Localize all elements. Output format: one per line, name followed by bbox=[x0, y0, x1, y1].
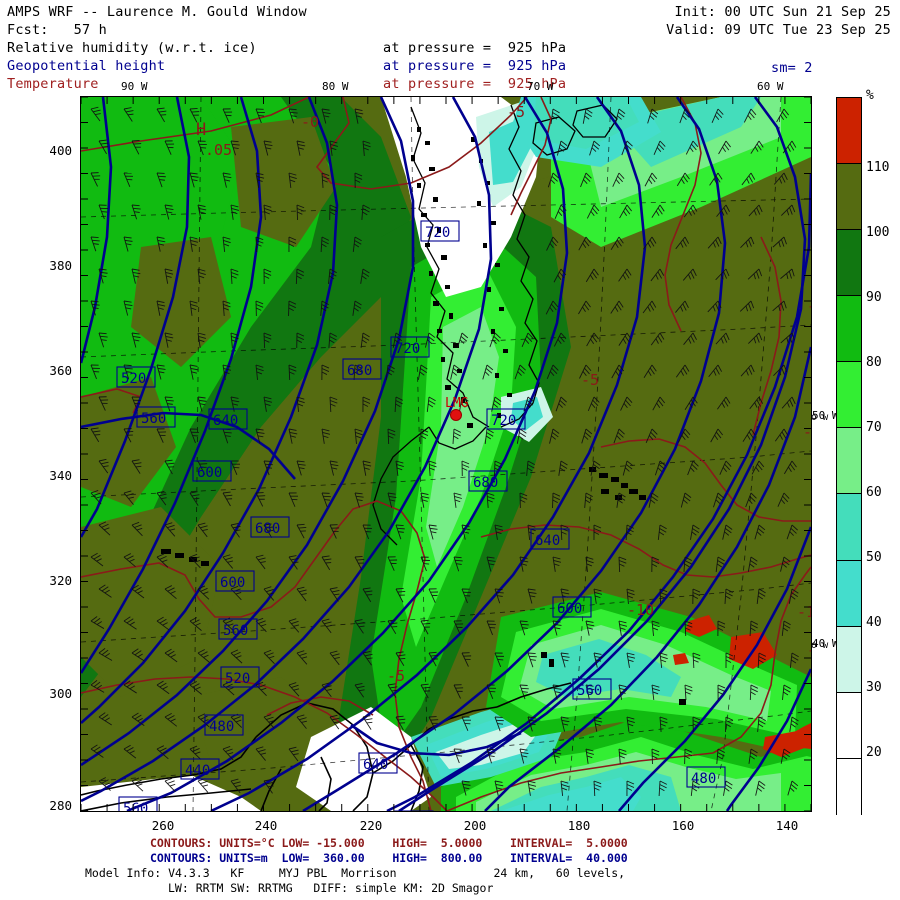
colorbar-tick-90: 90 bbox=[866, 290, 882, 305]
smoothing-label: sm= 2 bbox=[771, 60, 813, 76]
colorbar-segment bbox=[837, 560, 861, 627]
svg-text:-5: -5 bbox=[803, 423, 811, 441]
svg-text:720: 720 bbox=[425, 225, 450, 241]
svg-text:600: 600 bbox=[197, 465, 222, 481]
colorbar-tick-80: 80 bbox=[866, 355, 882, 370]
colorbar-segment bbox=[837, 296, 861, 363]
lon-label-90w: 90 W bbox=[121, 80, 148, 93]
x-axis-tick-240: 240 bbox=[254, 818, 278, 833]
svg-text:720: 720 bbox=[395, 341, 420, 357]
lon-label-60w: 60 W bbox=[757, 80, 784, 93]
colorbar-overlay-upper: o w bbox=[811, 412, 829, 423]
svg-text:-10: -10 bbox=[627, 601, 654, 619]
colorbar-segment bbox=[837, 692, 861, 759]
svg-text:LMG: LMG bbox=[445, 396, 469, 411]
pressure-level-temperature: at pressure = 925 hPa bbox=[383, 76, 567, 92]
y-axis-tick-360: 360 bbox=[49, 363, 72, 378]
svg-text:-10: -10 bbox=[797, 603, 811, 621]
x-axis-tick-160: 160 bbox=[671, 818, 695, 833]
y-axis-tick-280: 280 bbox=[49, 798, 72, 813]
svg-text:720: 720 bbox=[491, 413, 516, 429]
field-label-geopotential-height: Geopotential height bbox=[7, 58, 166, 74]
y-axis-tick-300: 300 bbox=[49, 686, 72, 701]
svg-text:480: 480 bbox=[691, 771, 716, 787]
svg-text:520: 520 bbox=[121, 371, 146, 387]
lon-label-40w: 40 W bbox=[812, 637, 839, 650]
colorbar-segment bbox=[837, 626, 861, 693]
svg-text:-5: -5 bbox=[581, 371, 599, 389]
svg-text:H: H bbox=[196, 120, 206, 140]
colorbar-segment bbox=[837, 164, 861, 231]
svg-text:680: 680 bbox=[255, 521, 280, 537]
x-axis-tick-260: 260 bbox=[151, 818, 175, 833]
y-axis-tick-400: 400 bbox=[49, 143, 72, 158]
colorbar[interactable] bbox=[836, 97, 862, 824]
valid-time: Valid: 09 UTC Tue 23 Sep 25 bbox=[666, 22, 891, 38]
colorbar-tick-40: 40 bbox=[866, 615, 882, 630]
svg-text:-0: -0 bbox=[301, 113, 319, 131]
svg-text:680: 680 bbox=[473, 475, 498, 491]
map-plot-area[interactable]: 720 720 680 520 560 640 600 680 720 680 … bbox=[80, 96, 812, 812]
svg-text:560: 560 bbox=[223, 623, 248, 639]
svg-text:-5: -5 bbox=[507, 103, 525, 121]
y-axis-tick-320: 320 bbox=[49, 573, 72, 588]
field-label-relative-humidity: Relative humidity (w.r.t. ice) bbox=[7, 40, 257, 56]
svg-text:560: 560 bbox=[123, 801, 148, 811]
svg-text:600: 600 bbox=[220, 575, 245, 591]
colorbar-tick-20: 20 bbox=[866, 745, 882, 760]
colorbar-tick-30: 30 bbox=[866, 680, 882, 695]
y-axis-tick-340: 340 bbox=[49, 468, 72, 483]
footer-contours-temperature: CONTOURS: UNITS=°C LOW= -15.000 HIGH= 5.… bbox=[150, 836, 628, 850]
page-title: AMPS WRF -- Laurence M. Gould Window bbox=[7, 4, 307, 20]
svg-text:640: 640 bbox=[535, 533, 560, 549]
chart-header: AMPS WRF -- Laurence M. Gould Window Fcs… bbox=[0, 0, 900, 98]
colorbar-tick-70: 70 bbox=[866, 420, 882, 435]
x-axis-tick-140: 140 bbox=[775, 818, 799, 833]
colorbar-segment bbox=[837, 362, 861, 429]
svg-text:-5: -5 bbox=[807, 641, 811, 659]
footer-physics-info: LW: RRTM SW: RRTMG DIFF: simple KM: 2D S… bbox=[168, 881, 494, 895]
colorbar-tick-110: 110 bbox=[866, 160, 890, 175]
lon-label-70w: 70 W bbox=[527, 80, 554, 93]
colorbar-segment bbox=[837, 98, 861, 165]
pressure-level-relative-humidity: at pressure = 925 hPa bbox=[383, 40, 567, 56]
svg-text:640: 640 bbox=[213, 413, 238, 429]
x-axis-tick-220: 220 bbox=[359, 818, 383, 833]
svg-text:600: 600 bbox=[557, 601, 582, 617]
footer-contours-geopotential: CONTOURS: UNITS=m LOW= 360.00 HIGH= 800.… bbox=[150, 851, 628, 865]
x-axis-tick-200: 200 bbox=[463, 818, 487, 833]
svg-text:520: 520 bbox=[225, 671, 250, 687]
map-canvas: 720 720 680 520 560 640 600 680 720 680 … bbox=[81, 97, 811, 811]
colorbar-tick-100: 100 bbox=[866, 225, 890, 240]
svg-text:-5: -5 bbox=[807, 297, 811, 315]
svg-text:.05: .05 bbox=[205, 141, 232, 159]
pressure-level-geopotential-height: at pressure = 925 hPa bbox=[383, 58, 567, 74]
colorbar-tick-50: 50 bbox=[866, 550, 882, 565]
svg-text:440: 440 bbox=[185, 763, 210, 779]
colorbar-segment bbox=[837, 494, 861, 561]
forecast-hour: Fcst: 57 h bbox=[7, 22, 107, 38]
y-axis-tick-380: 380 bbox=[49, 258, 72, 273]
station-marker-lmg: LMG bbox=[445, 396, 469, 421]
colorbar-segment bbox=[837, 428, 861, 495]
colorbar-unit-label: % bbox=[866, 88, 874, 103]
svg-text:480: 480 bbox=[209, 719, 234, 735]
field-label-temperature: Temperature bbox=[7, 76, 99, 92]
x-axis-tick-180: 180 bbox=[567, 818, 591, 833]
svg-text:-5: -5 bbox=[387, 667, 405, 685]
colorbar-segment bbox=[837, 230, 861, 297]
colorbar-tick-60: 60 bbox=[866, 485, 882, 500]
footer-model-info: Model Info: V4.3.3 KF MYJ PBL Morrison 2… bbox=[85, 866, 626, 880]
svg-text:560: 560 bbox=[577, 683, 602, 699]
lon-label-80w: 80 W bbox=[322, 80, 349, 93]
svg-text:560: 560 bbox=[141, 411, 166, 427]
init-time: Init: 00 UTC Sun 21 Sep 25 bbox=[674, 4, 891, 20]
colorbar-segment bbox=[837, 758, 861, 824]
svg-text:680: 680 bbox=[347, 363, 372, 379]
colorbar-overlay-lower: o w bbox=[811, 640, 829, 651]
lon-label-50w: 50 W bbox=[812, 409, 839, 422]
svg-text:640: 640 bbox=[363, 757, 388, 773]
